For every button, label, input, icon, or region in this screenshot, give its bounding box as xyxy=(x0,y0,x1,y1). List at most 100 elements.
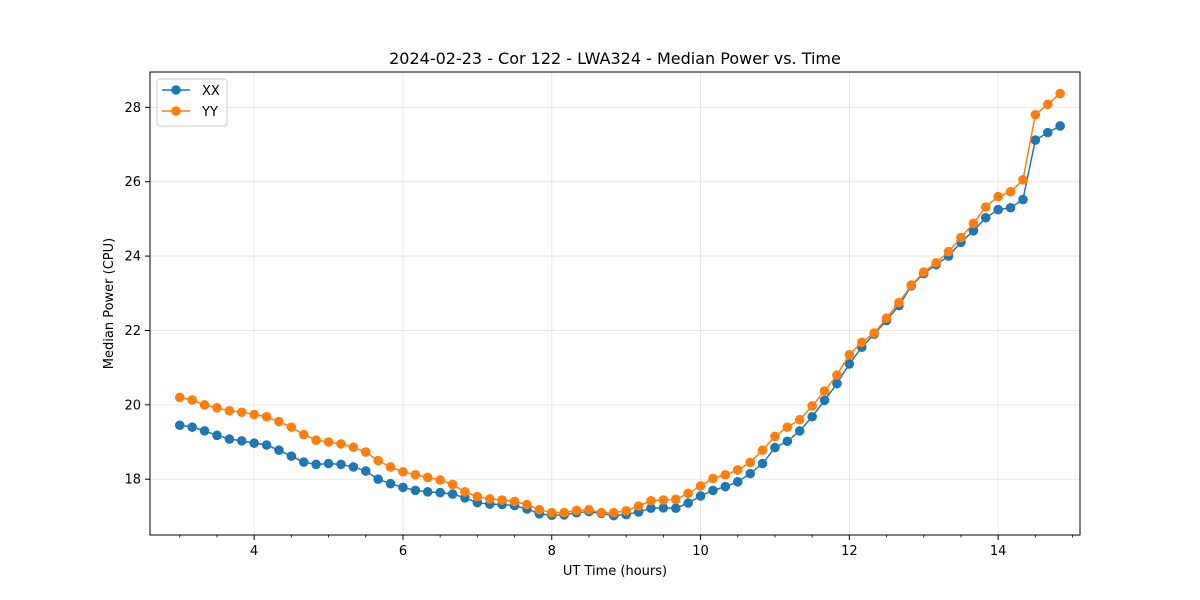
y-tick-label: 20 xyxy=(124,398,141,413)
data-point-xx xyxy=(819,395,830,406)
data-point-yy xyxy=(298,429,309,440)
data-point-yy xyxy=(1018,175,1028,185)
data-point-yy xyxy=(546,507,557,518)
data-point-yy xyxy=(608,507,619,518)
data-point-xx xyxy=(1055,121,1065,131)
data-point-yy xyxy=(956,232,966,243)
x-tick-label: 12 xyxy=(841,544,858,559)
data-point-yy xyxy=(633,501,644,511)
data-point-xx xyxy=(187,422,197,432)
data-point-xx xyxy=(658,503,669,513)
data-point-yy xyxy=(832,370,842,380)
data-point-yy xyxy=(534,504,545,515)
data-point-yy xyxy=(360,447,371,457)
chart-title: 2024-02-23 - Cor 122 - LWA324 - Median P… xyxy=(389,49,841,68)
data-point-xx xyxy=(757,458,768,469)
data-point-xx xyxy=(199,426,210,436)
data-point-yy xyxy=(484,494,495,504)
legend-marker-xx xyxy=(171,85,181,95)
data-point-xx xyxy=(348,462,359,472)
data-point-yy xyxy=(385,462,396,472)
data-point-yy xyxy=(571,505,582,516)
data-point-yy xyxy=(286,422,297,432)
data-point-yy xyxy=(274,416,284,427)
data-point-xx xyxy=(782,436,793,447)
series-yy xyxy=(174,88,1065,518)
data-point-yy xyxy=(881,313,892,323)
data-point-xx xyxy=(323,458,334,469)
grid xyxy=(150,72,1080,535)
data-point-yy xyxy=(906,280,917,290)
data-point-xx xyxy=(311,459,321,470)
data-point-xx xyxy=(298,457,309,467)
data-point-yy xyxy=(695,481,706,491)
data-point-xx xyxy=(646,503,656,514)
data-point-yy xyxy=(931,257,941,268)
data-point-yy xyxy=(993,191,1003,202)
data-point-yy xyxy=(708,473,718,484)
data-point-yy xyxy=(770,431,780,442)
y-tick-label: 28 xyxy=(124,101,141,116)
data-point-xx xyxy=(1030,135,1041,145)
data-point-xx xyxy=(794,426,805,436)
data-point-xx xyxy=(807,411,817,422)
legend-entry-yy: YY xyxy=(162,105,218,120)
data-point-yy xyxy=(794,414,805,425)
data-point-xx xyxy=(360,466,371,476)
data-point-xx xyxy=(447,489,458,499)
data-point-yy xyxy=(658,495,669,505)
x-tick-label: 6 xyxy=(399,544,407,559)
data-point-yy xyxy=(174,392,185,403)
data-point-xx xyxy=(249,438,259,448)
data-point-xx xyxy=(770,442,780,453)
legend-entry-xx: XX xyxy=(162,84,220,99)
data-point-yy xyxy=(559,507,569,518)
data-point-yy xyxy=(670,494,681,505)
data-point-yy xyxy=(212,403,222,413)
data-point-xx xyxy=(968,225,979,236)
y-tick-label: 26 xyxy=(124,175,141,190)
data-point-yy xyxy=(199,400,210,410)
data-point-yy xyxy=(844,349,855,360)
data-point-yy xyxy=(646,495,656,506)
data-point-xx xyxy=(1042,127,1053,138)
data-point-yy xyxy=(968,218,979,229)
data-point-xx xyxy=(422,487,433,497)
data-point-yy xyxy=(236,407,247,418)
data-point-yy xyxy=(918,267,929,277)
data-point-yy xyxy=(398,466,408,477)
legend: XX YY xyxy=(156,78,228,127)
data-point-xx xyxy=(683,498,693,508)
data-point-yy xyxy=(472,491,483,502)
data-point-yy xyxy=(323,437,334,447)
x-tick-label: 14 xyxy=(990,544,1007,559)
data-point-yy xyxy=(348,442,359,453)
data-point-xx xyxy=(224,434,235,444)
data-point-xx xyxy=(261,440,272,450)
data-point-yy xyxy=(745,457,755,468)
data-point-xx xyxy=(980,212,991,223)
data-point-yy xyxy=(447,479,458,490)
data-point-yy xyxy=(1030,109,1041,120)
data-point-yy xyxy=(509,496,520,507)
data-point-yy xyxy=(422,472,433,483)
data-point-xx xyxy=(832,378,842,389)
data-point-xx xyxy=(286,451,297,461)
data-point-xx xyxy=(695,491,706,501)
data-point-xx xyxy=(670,503,681,514)
data-point-yy xyxy=(869,328,879,338)
data-point-yy xyxy=(856,337,867,348)
y-tick-label: 24 xyxy=(124,250,141,265)
data-point-xx xyxy=(385,478,396,489)
data-point-yy xyxy=(187,395,197,405)
data-point-xx xyxy=(1018,194,1028,205)
x-tick-label: 4 xyxy=(250,544,258,559)
data-point-yy xyxy=(807,401,817,411)
data-point-yy xyxy=(1005,186,1016,197)
data-point-yy xyxy=(311,435,321,445)
legend-label-xx: XX xyxy=(202,84,220,99)
data-point-yy xyxy=(224,405,235,416)
data-point-xx xyxy=(1005,202,1016,213)
data-point-yy xyxy=(497,495,507,505)
